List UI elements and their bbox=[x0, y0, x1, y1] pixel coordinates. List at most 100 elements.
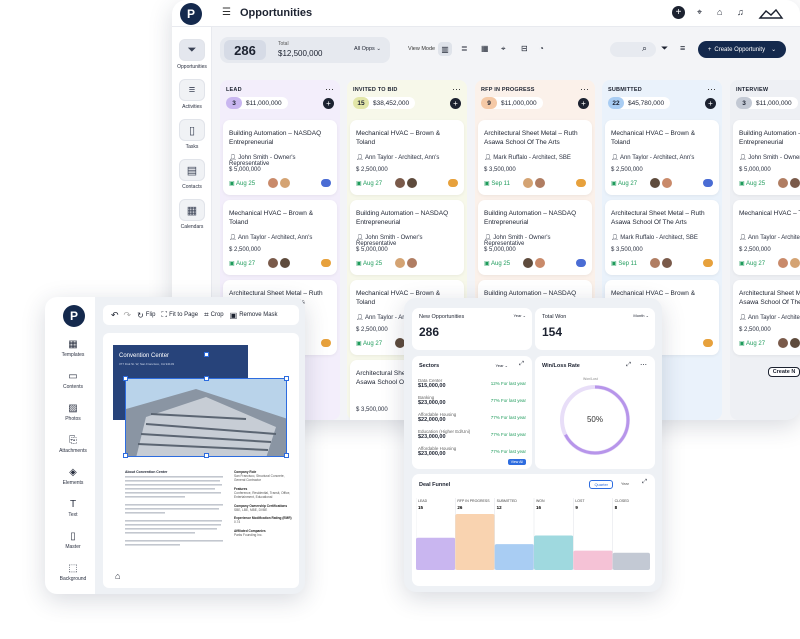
sectors-filter[interactable]: Year ⌄ bbox=[495, 363, 508, 368]
tool-text[interactable]: T Text bbox=[53, 499, 93, 518]
funnel-segment[interactable] bbox=[494, 544, 534, 570]
timeline-view-icon[interactable]: ⊟ bbox=[521, 44, 528, 53]
status-badge[interactable] bbox=[576, 179, 586, 187]
tool-contents[interactable]: ▭ Contents bbox=[53, 371, 93, 390]
avatar[interactable] bbox=[650, 258, 660, 268]
sidebar-item-activities[interactable]: ≡ Activities bbox=[176, 79, 208, 110]
view-all-button[interactable]: View All bbox=[507, 459, 526, 465]
document-canvas[interactable]: Convention Center 377 Fisk St. W, San Fr… bbox=[103, 333, 299, 588]
tab-quarter[interactable]: Quarter bbox=[589, 480, 613, 489]
crop-button[interactable]: Crop bbox=[210, 312, 224, 318]
map-view-icon[interactable]: ⌖ bbox=[501, 44, 506, 53]
opportunity-card[interactable]: Mechanical HVAC – Toland 👤︎ Ann Taylor - … bbox=[733, 200, 800, 275]
opportunity-card[interactable]: Mechanical HVAC – Brown & Toland 👤︎ Ann T… bbox=[350, 120, 464, 195]
resize-handle[interactable] bbox=[123, 376, 128, 381]
calendar-view-icon[interactable]: ▦ bbox=[481, 44, 489, 53]
mask-icon[interactable]: ▣ bbox=[229, 310, 238, 320]
more-icon[interactable]: ⋯ bbox=[580, 84, 589, 94]
add-card-icon[interactable]: + bbox=[450, 98, 461, 109]
total-won-filter[interactable]: Month ⌄ bbox=[633, 313, 649, 318]
avatar[interactable] bbox=[778, 338, 788, 348]
more-icon[interactable]: ⋯ bbox=[707, 84, 716, 94]
list-view-icon[interactable]: ≣ bbox=[461, 44, 468, 53]
sidebar-item-calendars[interactable]: ▦ Calendars bbox=[176, 199, 208, 230]
sector-row[interactable]: Affordable Housing $22,000,00 77% For last… bbox=[418, 412, 530, 423]
status-badge[interactable] bbox=[448, 179, 458, 187]
crop-icon[interactable]: ⌗ bbox=[204, 310, 209, 319]
sidebar-item-opportunities[interactable]: ⏷ Opportunities bbox=[176, 39, 208, 70]
resize-handle[interactable] bbox=[204, 453, 209, 458]
status-badge[interactable] bbox=[576, 259, 586, 267]
avatar[interactable] bbox=[790, 178, 800, 188]
status-badge[interactable] bbox=[703, 259, 713, 267]
opportunity-card[interactable]: Mechanical HVAC – Brown & Toland 👤︎ Ann T… bbox=[223, 200, 337, 275]
funnel-segment[interactable] bbox=[416, 537, 456, 570]
search-input[interactable] bbox=[610, 42, 656, 57]
avatar[interactable] bbox=[790, 258, 800, 268]
expand-icon[interactable]: ⤢ bbox=[626, 362, 631, 368]
editor-logo[interactable]: P bbox=[63, 305, 85, 327]
menu-icon[interactable]: ☰ bbox=[222, 7, 231, 18]
sector-row[interactable]: Data Center $15,000,00 12% For last year bbox=[418, 378, 530, 389]
avatar[interactable] bbox=[778, 258, 788, 268]
chart-view-icon[interactable]: ◔ bbox=[539, 44, 544, 53]
opportunity-card[interactable]: Mechanical HVAC – Brown & Toland 👤︎ Ann T… bbox=[605, 120, 719, 195]
status-badge[interactable] bbox=[321, 339, 331, 347]
add-card-icon[interactable]: + bbox=[705, 98, 716, 109]
avatar[interactable] bbox=[280, 258, 290, 268]
tool-attachments[interactable]: ⎘ Attachments bbox=[53, 435, 93, 454]
avatar[interactable] bbox=[395, 178, 405, 188]
tool-elements[interactable]: ◈ Elements bbox=[53, 467, 93, 486]
fit-to-page-button[interactable]: Fit to Page bbox=[169, 312, 199, 318]
flip-icon[interactable]: ↻ bbox=[137, 310, 144, 320]
add-icon[interactable]: + bbox=[672, 6, 685, 19]
remove-mask-button[interactable]: Remove Mask bbox=[239, 312, 278, 318]
avatar[interactable] bbox=[778, 178, 788, 188]
opportunity-card[interactable]: Building Automation – NASDAQ Entrepreneu… bbox=[733, 120, 800, 195]
tool-photos[interactable]: ▨ Photos bbox=[53, 403, 93, 422]
avatar[interactable] bbox=[535, 178, 545, 188]
sector-row[interactable]: Affordable Housing $23,000,00 77% For last… bbox=[418, 446, 530, 457]
resize-handle[interactable] bbox=[284, 376, 289, 381]
avatar[interactable] bbox=[268, 178, 278, 188]
sort-icon[interactable]: ≡ bbox=[680, 43, 686, 53]
status-badge[interactable] bbox=[321, 259, 331, 267]
flip-button[interactable]: Flip bbox=[145, 312, 156, 318]
filter-dropdown[interactable]: All Opps ⌄ bbox=[354, 46, 381, 52]
avatar[interactable] bbox=[662, 258, 672, 268]
avatar[interactable] bbox=[407, 258, 417, 268]
sidebar-item-tasks[interactable]: ▯ Tasks bbox=[176, 119, 208, 150]
building-photo[interactable] bbox=[125, 378, 287, 457]
search-icon[interactable]: ⌕ bbox=[642, 43, 648, 53]
filter-icon[interactable]: ⏷ bbox=[661, 43, 669, 53]
tool-templates[interactable]: ▦ Templates bbox=[53, 339, 93, 358]
home-icon[interactable]: ⌂ bbox=[717, 7, 723, 17]
create-new-button[interactable]: Create N bbox=[768, 367, 800, 377]
avatar[interactable] bbox=[523, 178, 533, 188]
location-icon[interactable]: ⌖ bbox=[697, 7, 703, 17]
sector-row[interactable]: Banking $23,000,00 77% For last year bbox=[418, 395, 530, 406]
opportunity-card[interactable]: Architectural Sheet Metal – Ruth Asawa S… bbox=[733, 280, 800, 355]
create-opportunity-button[interactable]: + Create Opportunity ⌄ bbox=[698, 41, 786, 58]
resize-handle[interactable] bbox=[284, 453, 289, 458]
opportunity-card[interactable]: Building Automation – NASDAQ Entrepreneu… bbox=[223, 120, 337, 195]
tool-master[interactable]: ▯ Master bbox=[53, 531, 93, 550]
fit-icon[interactable]: ⛶ bbox=[161, 310, 168, 319]
new-opps-filter[interactable]: Year ⌄ bbox=[513, 313, 526, 318]
tool-background[interactable]: ⬚ Background bbox=[53, 563, 93, 582]
bell-icon[interactable]: ♫ bbox=[737, 7, 744, 17]
avatar[interactable] bbox=[280, 178, 290, 188]
opportunity-card[interactable]: Architectural Sheet Metal – Ruth Asawa S… bbox=[478, 120, 592, 195]
more-icon[interactable]: ⋯ bbox=[640, 362, 647, 369]
resize-handle[interactable] bbox=[204, 376, 209, 381]
tab-year[interactable]: Year bbox=[620, 481, 629, 486]
avatar[interactable] bbox=[790, 338, 800, 348]
status-badge[interactable] bbox=[703, 179, 713, 187]
more-icon[interactable]: ⋯ bbox=[325, 84, 334, 94]
kanban-view-icon[interactable]: ▥ bbox=[438, 42, 452, 56]
resize-handle[interactable] bbox=[123, 453, 128, 458]
opportunity-card[interactable]: Building Automation – NASDAQ Entrepreneu… bbox=[478, 200, 592, 275]
funnel-segment[interactable] bbox=[455, 514, 495, 570]
avatar[interactable] bbox=[650, 178, 660, 188]
avatar[interactable] bbox=[395, 338, 405, 348]
